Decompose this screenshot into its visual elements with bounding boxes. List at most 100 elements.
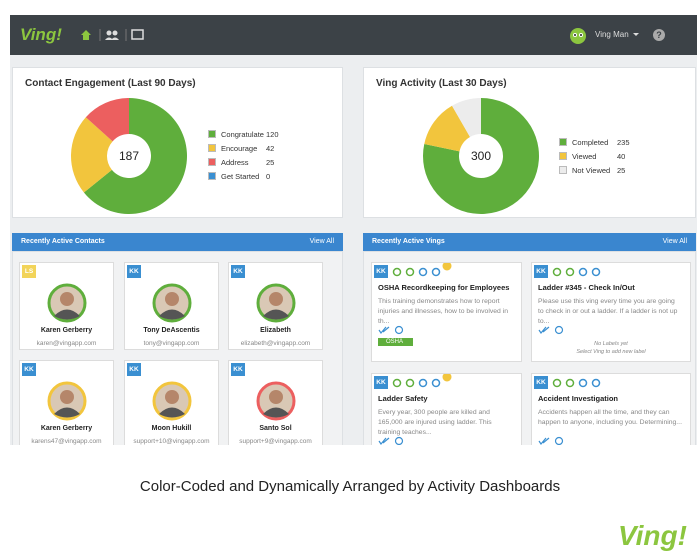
legend-item: Congratulate 120 (208, 127, 279, 141)
app: Ving! Ving Man ? Contact Engagement (Las… (10, 15, 697, 445)
ving-actions (538, 436, 564, 445)
ving-actions (378, 436, 404, 445)
avatar-head (60, 292, 74, 306)
status-icon (591, 267, 601, 277)
ving-card[interactable]: KK Ladder #345 - Check In/Out Please use t… (531, 262, 691, 362)
legend-item: Viewed 40 (559, 149, 630, 163)
contact-name: Santo Sol (259, 425, 292, 432)
legend-swatch (208, 144, 216, 152)
legend-value: 40 (617, 151, 626, 161)
legend-label: Completed (572, 137, 609, 147)
nav-icons (81, 29, 144, 41)
ving-icons (392, 378, 441, 388)
legend-label: Encourage (221, 143, 258, 153)
timer-icon (394, 436, 404, 445)
donut-segment (85, 98, 129, 142)
contact-avatar (47, 381, 87, 421)
contact-card[interactable]: KK Karen Gerberry karens47@vingapp.com (19, 360, 114, 445)
contact-name: Karen Gerberry (40, 425, 93, 432)
star-icon (442, 263, 452, 271)
contact-card[interactable]: KK Elizabeth elizabeth@vingapp.com (228, 262, 323, 350)
people-icon (112, 30, 118, 36)
status-icon (405, 267, 415, 277)
contact-card[interactable]: LS Karen Gerberry karen@vingapp.com (19, 262, 114, 350)
contact-card[interactable]: KK Santo Sol support+9@vingapp.com (228, 360, 323, 445)
status-icon (578, 378, 588, 388)
card-badge: KK (231, 363, 245, 376)
legend: Completed 235 Viewed 40 Not Viewed 25 (559, 135, 630, 177)
ving-icons (552, 267, 601, 277)
contacts-bar: Recently Active Contacts View All (12, 233, 343, 251)
legend-swatch (559, 152, 567, 160)
legend-swatch (559, 166, 567, 174)
view-all[interactable]: View All (662, 238, 687, 245)
contact-email: elizabeth@vingapp.com (240, 340, 311, 347)
avatar-body (54, 407, 80, 418)
legend-item: Encourage 42 (208, 141, 279, 155)
check-icon (538, 326, 550, 335)
donut-chart: 300 (423, 98, 539, 214)
home-icon[interactable] (81, 30, 91, 40)
avatar[interactable] (568, 25, 588, 45)
status-icon (418, 267, 428, 277)
avatar-body (263, 309, 289, 320)
avatar-head (269, 390, 283, 404)
contact-name: Karen Gerberry (40, 327, 93, 334)
donut-segment (423, 98, 539, 214)
vings-body: KK OSHA Recordkeeping for Employees This t… (363, 251, 696, 445)
people-icon[interactable] (106, 30, 112, 36)
card-badge: KK (374, 376, 388, 389)
card-badge: KK (127, 265, 141, 278)
card-badge: KK (231, 265, 245, 278)
ving-icons (392, 267, 441, 277)
contact-avatar (152, 283, 192, 323)
legend-item: Not Viewed 25 (559, 163, 630, 177)
user-name[interactable]: Ving Man (595, 30, 629, 39)
card-badge: KK (374, 265, 388, 278)
contact-email: tony@vingapp.com (143, 340, 200, 347)
no-labels: No Labels yet (594, 341, 628, 347)
brand[interactable]: Ving! (20, 25, 62, 44)
contact-card[interactable]: KK Moon Hukill support+10@vingapp.com (124, 360, 219, 445)
contact-name: Elizabeth (260, 327, 291, 334)
star (442, 263, 452, 271)
contact-email: support+9@vingapp.com (239, 438, 312, 445)
header: Ving! Ving Man ? (10, 15, 697, 55)
legend-label: Congratulate (221, 129, 264, 139)
ving-title: Accident Investigation (538, 394, 619, 403)
ving-card[interactable]: KK Ladder Safety Every year, 300 people ar… (371, 373, 522, 445)
avatar-head (165, 390, 179, 404)
legend-label: Viewed (572, 151, 597, 161)
status-icon (578, 267, 588, 277)
legend-item: Address 25 (208, 155, 279, 169)
status-icon (552, 378, 562, 388)
status-icon (392, 378, 402, 388)
card-badge: KK (534, 376, 548, 389)
donut-segment (424, 105, 470, 152)
view-all[interactable]: View All (309, 238, 334, 245)
status-icon (552, 267, 562, 277)
ving-card[interactable]: KK Accident Investigation Accidents happen… (531, 373, 691, 445)
status-icon (405, 378, 415, 388)
ving-title: Ladder Safety (378, 394, 428, 403)
donut-total: 187 (119, 149, 139, 163)
timer-icon (554, 325, 564, 335)
avatar-body (263, 407, 289, 418)
footer-logo: Ving! (618, 520, 687, 551)
ving-card[interactable]: KK OSHA Recordkeeping for Employees This t… (371, 262, 522, 362)
status-icon (565, 378, 575, 388)
contact-avatar (152, 381, 192, 421)
donut-segment (452, 98, 481, 137)
card-badge: KK (534, 265, 548, 278)
ving-activity-panel: Ving Activity (Last 30 Days) 300 Complete… (363, 67, 696, 218)
gallery-icon[interactable] (131, 29, 144, 40)
help-icon[interactable]: ? (652, 28, 666, 42)
legend-item: Get Started 0 (208, 169, 279, 183)
legend-swatch (208, 172, 216, 180)
contact-card[interactable]: KK Tony DeAscentis tony@vingapp.com (124, 262, 219, 350)
legend-label: Get Started (221, 171, 260, 181)
contact-name: Tony DeAscentis (143, 327, 200, 334)
dropdown-arrow[interactable] (633, 32, 641, 38)
ving-tag: OSHA (378, 338, 414, 346)
card-badge: KK (127, 363, 141, 376)
